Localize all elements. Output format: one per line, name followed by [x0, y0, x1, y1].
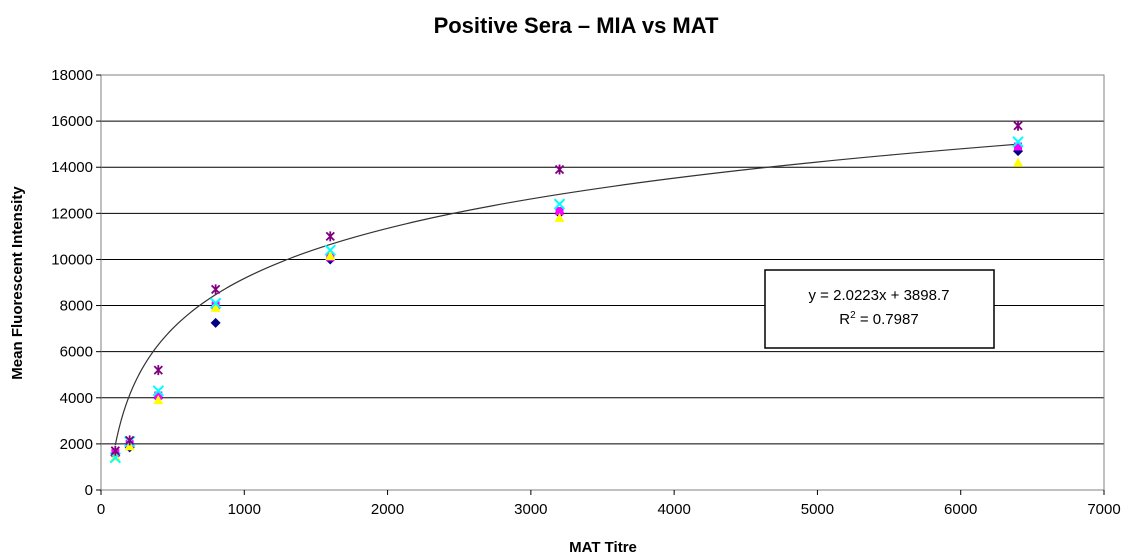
r-squared-line: R2 = 0.7987 — [839, 310, 918, 328]
x-tick-label: 0 — [97, 501, 105, 518]
y-tick-label: 0 — [85, 482, 93, 499]
data-point-square — [555, 207, 564, 216]
equation-box: y = 2.0223x + 3898.7 R2 = 0.7987 — [764, 269, 995, 349]
y-tick-label: 16000 — [51, 113, 93, 130]
data-point-square — [1014, 142, 1023, 151]
x-axis-label: MAT Titre — [569, 539, 637, 556]
x-tick-label: 3000 — [514, 501, 547, 518]
y-tick-label: 8000 — [60, 298, 93, 315]
x-tick-label: 6000 — [944, 501, 977, 518]
data-point-star — [210, 284, 221, 295]
data-point-x — [209, 297, 222, 309]
r-squared-superscript: 2 — [850, 310, 856, 321]
data-point-star — [1013, 120, 1023, 131]
x-tick-label: 5000 — [801, 501, 834, 518]
y-tick-label: 2000 — [60, 436, 93, 453]
x-tick-label: 1000 — [228, 501, 261, 518]
data-point-star — [110, 445, 120, 456]
data-point-star — [153, 365, 163, 376]
r-squared-suffix: = 0.7987 — [856, 311, 919, 328]
data-point-diamond — [210, 317, 221, 328]
data-point-star — [554, 164, 565, 175]
y-tick-label: 10000 — [51, 251, 93, 268]
x-tick-label: 4000 — [657, 501, 690, 518]
data-point-x — [324, 244, 336, 256]
data-point-x — [1012, 136, 1024, 148]
data-point-x — [152, 385, 165, 397]
x-tick-label: 7000 — [1087, 501, 1120, 518]
data-point-x — [553, 198, 566, 210]
equation-box-frame — [764, 269, 995, 349]
x-tick-label: 2000 — [371, 501, 404, 518]
data-point-triangle — [554, 212, 565, 222]
x-axis-ticks: 0 1000 2000 3000 4000 5000 6000 7000 — [97, 490, 1121, 518]
trendline — [114, 143, 1019, 446]
plot-area-border — [100, 74, 1105, 491]
y-tick-label: 14000 — [51, 159, 93, 176]
data-point-triangle — [110, 451, 121, 461]
equation-line: y = 2.0223x + 3898.7 — [809, 287, 950, 304]
chart-title: Positive Sera – MIA vs MAT — [434, 13, 719, 38]
data-point-triangle — [124, 441, 135, 451]
data-point-triangle — [1013, 157, 1024, 167]
y-tick-label: 18000 — [51, 67, 93, 84]
r-squared-prefix: R — [839, 311, 850, 328]
y-tick-label: 12000 — [51, 205, 93, 222]
data-point-triangle — [210, 302, 221, 312]
y-tick-label: 4000 — [60, 390, 93, 407]
data-point-triangle — [325, 250, 336, 260]
data-point-star — [125, 435, 135, 446]
data-point-star — [325, 231, 335, 242]
gridlines — [101, 74, 1104, 445]
y-axis-ticks: 0 2000 4000 6000 8000 10000 12000 14000 16000 180… — [51, 67, 101, 499]
y-axis-label: Mean Fluorescent Intensity — [9, 186, 26, 380]
data-points — [109, 120, 1024, 464]
y-tick-label: 6000 — [60, 344, 93, 361]
data-point-triangle — [153, 395, 164, 405]
